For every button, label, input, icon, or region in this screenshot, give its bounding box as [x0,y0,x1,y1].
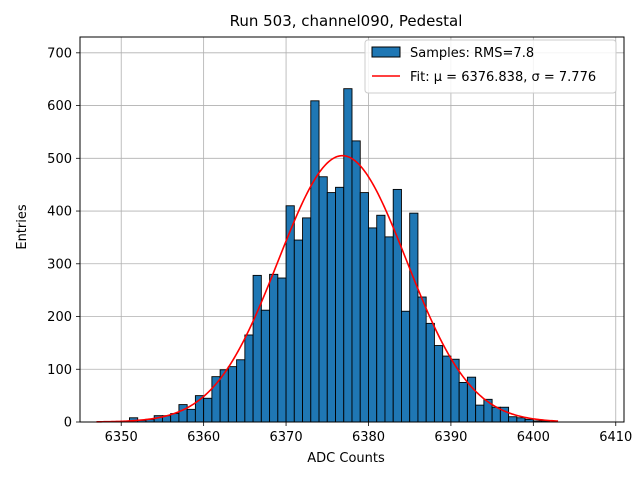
y-tick-label: 300 [47,257,72,272]
legend-fit-sigma: σ = 7.776 [532,70,597,85]
histogram-bar [260,309,271,423]
x-tick-label: 6380 [352,430,385,445]
histogram-bar [458,381,468,423]
histogram-bar [343,88,353,423]
x-tick-label: 6390 [434,430,467,445]
legend: Samples: RMS=7.8 Fit: μ = 6376.838, σ = … [364,39,617,94]
histogram-bar [475,404,485,423]
y-tick-label: 200 [47,310,72,325]
histogram-bar [302,217,312,423]
legend-fit-prefix: Fit: [410,70,434,85]
y-tick-label: 0 [64,416,72,431]
y-tick-label: 700 [47,46,72,61]
histogram-bar [384,236,394,423]
histogram-bar [516,417,526,423]
x-axis-ticks: 6350 6360 6370 6380 6390 6400 6410 [105,422,632,445]
histogram-bar [401,310,411,423]
histogram-bar [277,277,287,423]
histogram-bar [351,140,361,423]
histogram-bar [293,239,303,423]
y-tick-label: 400 [47,205,72,220]
histogram-bar [252,274,262,423]
legend-label-fit: Fit: μ = 6376.838, σ = 7.776 [410,70,596,85]
histogram-bar [318,176,328,423]
histogram-bar [227,366,238,423]
plot-area [79,36,625,423]
y-tick-label: 500 [47,152,72,167]
histogram-bar [425,322,435,423]
plot-frame [79,36,625,423]
fit-curve [96,154,559,423]
histogram-bar [178,404,188,423]
x-tick-label: 6410 [599,430,632,445]
histogram-bar [359,192,369,423]
histogram-bar [368,227,378,423]
legend-label-samples: Samples: RMS=7.8 [410,46,534,61]
histogram-bar [508,416,518,423]
legend-fit-mu: μ = 6376.838 [434,70,523,85]
histogram-bar [409,212,419,423]
x-axis-label: ADC Counts [307,451,385,466]
y-tick-label: 100 [47,363,72,378]
histogram-bar [236,359,246,423]
histogram-bar [442,355,452,423]
legend-fit-separator: , [523,70,531,85]
chart-title: Run 503, channel090, Pedestal [230,12,463,30]
y-axis-label: Entries [15,204,30,250]
histogram-bar [244,334,254,423]
legend-box [364,39,617,94]
x-tick-label: 6350 [105,430,138,445]
histogram-bar [433,345,444,423]
histogram-bar [335,186,345,423]
histogram-bar [269,273,279,423]
x-tick-label: 6360 [187,430,220,445]
histogram-bar [392,188,402,423]
histogram-bars [129,88,551,423]
histogram-bar [310,100,320,423]
histogram-bar [203,397,213,423]
histogram-bar [186,408,196,423]
legend-swatch-samples [371,46,401,58]
y-tick-label: 600 [47,99,72,114]
y-axis-ticks: 0 100 200 300 400 500 600 700 [47,46,80,431]
x-tick-label: 6370 [270,430,303,445]
x-tick-label: 6400 [517,430,550,445]
histogram-bar [326,192,336,423]
histogram-bar [417,296,427,423]
histogram-bar [376,214,386,423]
